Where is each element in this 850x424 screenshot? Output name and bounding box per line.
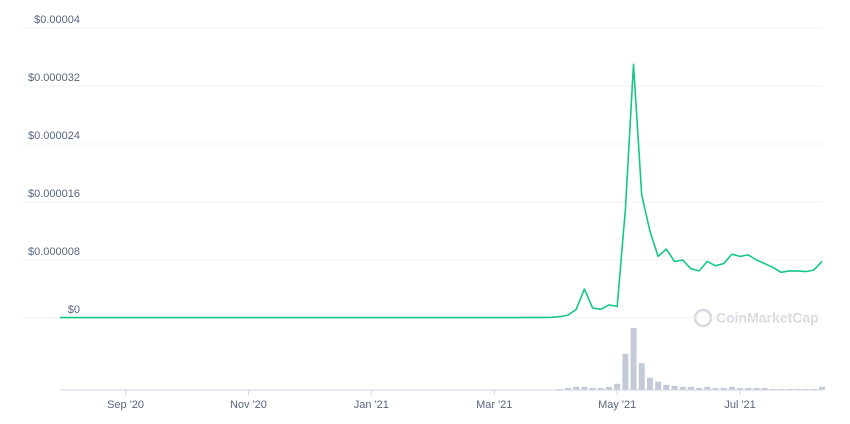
volume-bar xyxy=(630,328,637,390)
y-tick-label: $0.00004 xyxy=(34,14,80,26)
volume-bar xyxy=(753,387,760,390)
volume-bar xyxy=(589,387,596,390)
x-tick-label: May '21 xyxy=(598,399,636,411)
volume-bar xyxy=(794,388,801,390)
volume-bar xyxy=(679,386,686,390)
volume-bar xyxy=(581,386,588,390)
volume-bar xyxy=(720,387,727,390)
volume-bar xyxy=(786,388,793,390)
y-tick-label: $0.000024 xyxy=(28,130,80,142)
volume-bar xyxy=(778,388,785,390)
volume-bar xyxy=(728,386,735,390)
volume-bar xyxy=(769,388,776,390)
volume-bar xyxy=(565,387,571,390)
volume-bar xyxy=(745,387,752,390)
volume-bar xyxy=(646,377,653,390)
volume-bar xyxy=(819,386,825,390)
volume-bar xyxy=(687,386,694,390)
price-line xyxy=(60,63,823,319)
volume-bar xyxy=(704,386,711,390)
x-tick-label: Nov '20 xyxy=(230,399,267,411)
volume-bar xyxy=(573,386,580,390)
x-tick-label: Jul '21 xyxy=(724,399,755,411)
x-tick-label: Mar '21 xyxy=(476,399,512,411)
volume-bar xyxy=(638,363,645,390)
volume-bar xyxy=(761,387,768,390)
volume-bar xyxy=(663,384,670,390)
volume-bar xyxy=(605,386,612,390)
volume-bar xyxy=(671,385,678,390)
y-tick-label: $0.000016 xyxy=(28,188,80,200)
volume-bar xyxy=(614,383,621,390)
volume-bar xyxy=(810,388,817,390)
volume-bar xyxy=(622,353,629,390)
volume-bar xyxy=(696,387,703,390)
volume-bar xyxy=(712,387,719,390)
y-tick-label: $0.000032 xyxy=(28,72,80,84)
volume-bar xyxy=(655,381,662,390)
y-tick-label: $0 xyxy=(68,304,80,316)
y-tick-label: $0.000008 xyxy=(28,246,80,258)
x-tick-label: Sep '20 xyxy=(107,399,144,411)
volume-bar xyxy=(597,387,604,390)
volume-bar xyxy=(737,387,744,390)
volume-bar xyxy=(802,388,809,390)
x-tick-label: Jan '21 xyxy=(354,399,389,411)
volume-bar xyxy=(556,388,563,390)
